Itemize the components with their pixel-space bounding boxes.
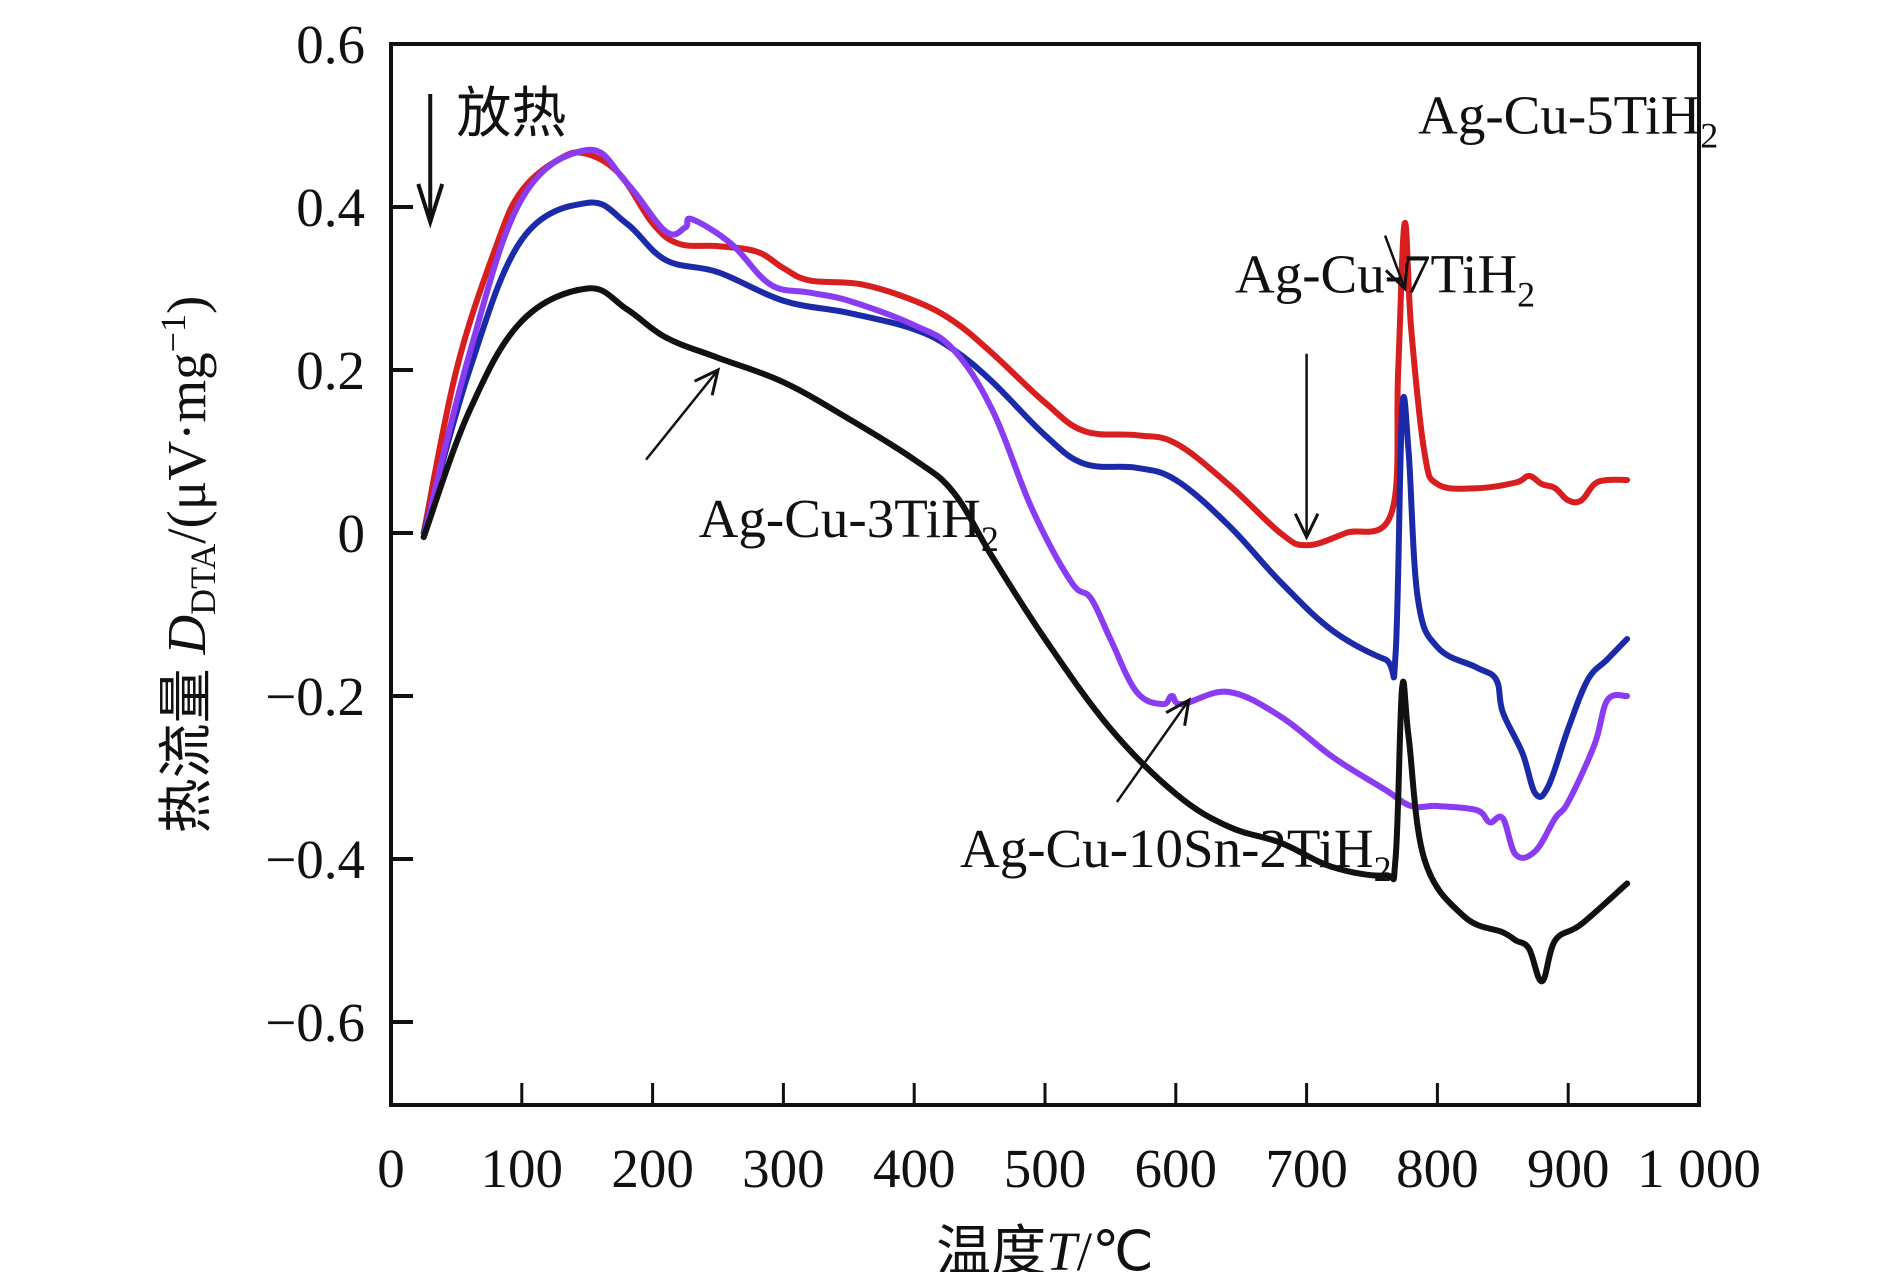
label-subscript: 2 — [1517, 275, 1535, 315]
exo-label: 放热 — [456, 83, 566, 144]
series-line-ag-cu-10sn-2tih2 — [420, 146, 1631, 861]
exo-arrow-head-icon — [416, 183, 445, 229]
label-ag-cu-3tih2: Ag-Cu-3TiH2 — [699, 488, 999, 559]
x-tick-label: 600 — [1135, 1138, 1218, 1199]
y-tick-label: 0.2 — [296, 340, 365, 401]
x-tick-label: 400 — [873, 1138, 956, 1199]
arrow-ag-cu-3tih2 — [645, 369, 719, 461]
arrowhead-icon — [693, 367, 721, 396]
x-tick-label: 300 — [742, 1138, 825, 1199]
x-tick-label: 700 — [1265, 1138, 1348, 1199]
label-subscript: 2 — [1700, 116, 1718, 156]
series-lines — [420, 146, 1631, 985]
y-axis-title-unit: /(μV·mg — [156, 352, 217, 543]
label-main: Ag-Cu-5TiH — [1418, 85, 1700, 146]
label-main: Ag-Cu-7TiH — [1235, 244, 1517, 305]
y-axis-title-sup: −1 — [153, 314, 193, 352]
x-tick-label: 900 — [1527, 1138, 1610, 1199]
arrowhead-icon — [1293, 513, 1320, 541]
y-axis-title: 热流量 DDTA/(μV·mg−1) — [153, 296, 223, 834]
label-ag-cu-5tih2: Ag-Cu-5TiH2 — [1418, 85, 1718, 156]
y-tick-label: −0.4 — [265, 829, 365, 890]
label-main: Ag-Cu-3TiH — [699, 488, 981, 549]
x-axis-title-var: T — [1046, 1221, 1080, 1272]
x-tick-label: 800 — [1396, 1138, 1479, 1199]
annotations: Ag-Cu-7TiH2Ag-Cu-5TiH2Ag-Cu-10Sn-2TiH2Ag… — [645, 85, 1718, 889]
y-tick-label: 0.6 — [296, 14, 365, 75]
x-tick-label: 1 000 — [1637, 1138, 1761, 1199]
y-axis-title-close: ) — [156, 296, 217, 314]
y-axis-title-prefix: 热流量 — [156, 655, 217, 834]
label-subscript: 2 — [1374, 849, 1392, 889]
y-axis-title-text: 热流量 DDTA/(μV·mg−1) — [153, 296, 223, 834]
x-tick-label: 100 — [481, 1138, 564, 1199]
x-axis-title: 温度T/℃ — [936, 1221, 1154, 1272]
x-tick-label: 200 — [611, 1138, 694, 1199]
arrowhead-icon — [1384, 262, 1409, 292]
y-tick-label: 0 — [338, 503, 366, 564]
arrowhead-icon — [1165, 697, 1191, 726]
x-tick-label: 0 — [377, 1138, 405, 1199]
y-axis-ticks: 0.6 0.4 0.2 0 −0.2 −0.4 −0.6 — [265, 14, 413, 1053]
x-axis-title-unit: /℃ — [1077, 1221, 1154, 1272]
arrow-ag-cu-5tih2 — [1383, 235, 1406, 289]
y-tick-label: −0.2 — [265, 666, 365, 727]
y-axis-title-sub: DTA — [183, 544, 223, 615]
series-line-ag-cu-5tih2 — [420, 199, 1631, 800]
label-ag-cu-7tih2: Ag-Cu-7TiH2 — [1235, 244, 1535, 315]
series-line-ag-cu-3tih2 — [420, 285, 1631, 985]
label-main: Ag-Cu-10Sn-2TiH — [960, 818, 1374, 879]
x-axis-ticks: 0 100 200 300 400 500 600 700 800 900 1 000 — [377, 1083, 1761, 1199]
y-tick-label: 0.4 — [296, 177, 365, 238]
x-tick-label: 500 — [1004, 1138, 1087, 1199]
y-tick-label: −0.6 — [265, 992, 365, 1053]
y-axis-title-var: D — [156, 615, 217, 656]
label-subscript: 2 — [981, 519, 999, 559]
arrow-ag-cu-10sn-2tih2 — [1115, 699, 1190, 803]
label-ag-cu-10sn-2tih2: Ag-Cu-10Sn-2TiH2 — [960, 818, 1392, 889]
x-axis-title-prefix: 温度 — [936, 1221, 1046, 1272]
exothermic-indicator: 放热 — [416, 83, 566, 229]
